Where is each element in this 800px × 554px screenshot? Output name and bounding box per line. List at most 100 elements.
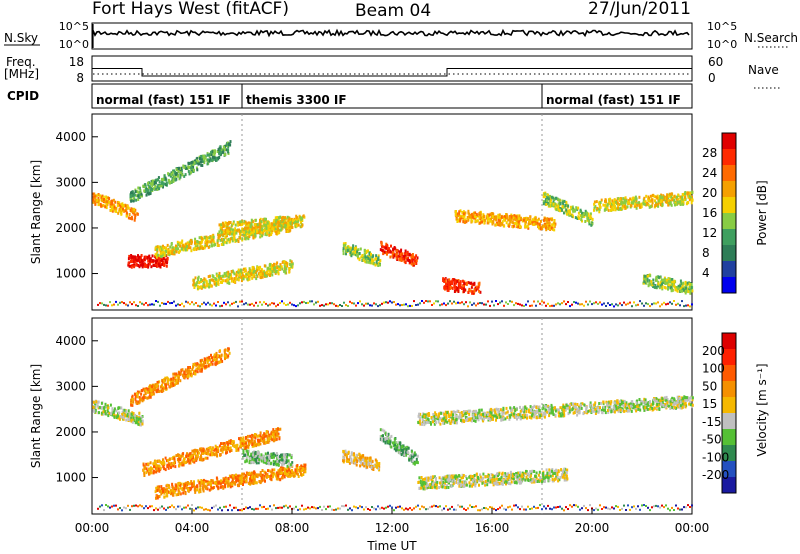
velocity-cell <box>199 458 202 462</box>
power-cell <box>192 279 195 283</box>
power-cell <box>550 218 553 222</box>
power-cell <box>254 234 257 238</box>
power-cell <box>265 217 267 221</box>
power-cell <box>255 277 258 281</box>
power-cell <box>624 196 627 200</box>
power-ground-cell <box>465 301 467 304</box>
velocity-cell <box>133 419 136 423</box>
power-cell <box>257 231 260 235</box>
power-cell <box>160 181 163 185</box>
power-cell <box>474 211 477 215</box>
velocity-cell <box>165 383 167 387</box>
power-cell <box>197 160 200 164</box>
velocity-cell <box>161 383 163 387</box>
velocity-cell <box>183 460 186 464</box>
velocity-cell <box>218 444 221 448</box>
power-cell <box>276 220 279 224</box>
velocity-cell <box>156 380 159 384</box>
power-cell <box>682 288 685 292</box>
velocity-cell <box>247 439 250 443</box>
power-cell <box>358 252 361 255</box>
velocity-cell <box>214 355 217 358</box>
power-cell <box>405 256 408 260</box>
velocity-cell <box>235 449 238 452</box>
power-ground-cell <box>505 301 507 304</box>
power-cell <box>200 280 202 283</box>
velocity-cell <box>142 397 145 401</box>
power-cell <box>249 229 252 232</box>
power-cell <box>679 289 682 293</box>
colorbar-tick-label: 12 <box>702 226 717 240</box>
power-cell <box>259 269 262 273</box>
power-cell <box>261 272 264 276</box>
power-cell <box>567 209 570 213</box>
power-cell <box>242 275 245 279</box>
power-ground-cell <box>251 302 253 305</box>
power-cell <box>141 265 144 269</box>
velocity-cell <box>115 409 118 413</box>
power-cell <box>478 211 481 215</box>
power-cell <box>148 262 151 266</box>
power-cell <box>674 203 676 207</box>
power-cell <box>247 229 250 233</box>
power-cell <box>654 199 656 203</box>
power-cell <box>637 201 640 205</box>
power-cell <box>115 206 118 210</box>
power-cell <box>470 285 473 289</box>
power-cell <box>650 198 653 202</box>
power-cell <box>133 207 136 211</box>
velocity-cell <box>108 412 111 416</box>
velocity-cell <box>220 481 223 485</box>
velocity-cell <box>257 440 260 444</box>
power-cell <box>222 149 225 153</box>
power-cell <box>135 194 138 198</box>
power-cell <box>566 212 569 216</box>
velocity-cell <box>210 360 213 364</box>
power-ground-cell <box>263 301 265 304</box>
power-cell <box>461 211 464 215</box>
power-cell <box>479 221 482 225</box>
power-cell <box>174 178 177 182</box>
power-cell <box>262 271 265 275</box>
colorbar-cell <box>722 149 736 165</box>
power-cell <box>467 291 470 294</box>
power-cell <box>268 233 271 237</box>
power-ground-cell <box>131 303 133 306</box>
power-cell <box>125 214 128 218</box>
velocity-cell <box>250 440 252 444</box>
power-cell <box>607 208 610 212</box>
noise-search-label: N.Search <box>744 31 798 45</box>
power-cell <box>364 255 367 259</box>
velocity-cell <box>163 382 166 386</box>
power-ground-cell <box>219 305 221 308</box>
power-cell <box>122 204 125 208</box>
power-cell <box>456 212 459 216</box>
power-cell <box>558 208 561 212</box>
power-cell <box>593 202 596 206</box>
power-cell <box>611 207 613 211</box>
power-cell <box>237 221 240 225</box>
power-cell <box>208 153 210 157</box>
power-cell <box>128 254 131 258</box>
velocity-cell <box>177 459 180 463</box>
power-cell <box>260 268 263 272</box>
power-cell <box>206 153 209 157</box>
velocity-cell <box>113 407 116 411</box>
power-ground-cell <box>355 304 357 307</box>
power-cell <box>367 260 370 264</box>
velocity-cell <box>205 447 208 451</box>
power-cell <box>248 235 251 238</box>
power-cell <box>259 222 262 226</box>
power-cell <box>488 217 491 221</box>
velocity-cell <box>200 454 202 458</box>
power-ground-cell <box>439 304 441 307</box>
power-cell <box>344 243 347 247</box>
power-cell <box>352 244 355 248</box>
velocity-cell <box>138 411 141 415</box>
power-cell <box>549 227 552 231</box>
velocity-cell <box>212 481 215 485</box>
power-cell <box>259 235 262 239</box>
power-cell <box>190 242 193 246</box>
velocity-cell <box>216 446 219 450</box>
power-cell <box>245 235 247 239</box>
